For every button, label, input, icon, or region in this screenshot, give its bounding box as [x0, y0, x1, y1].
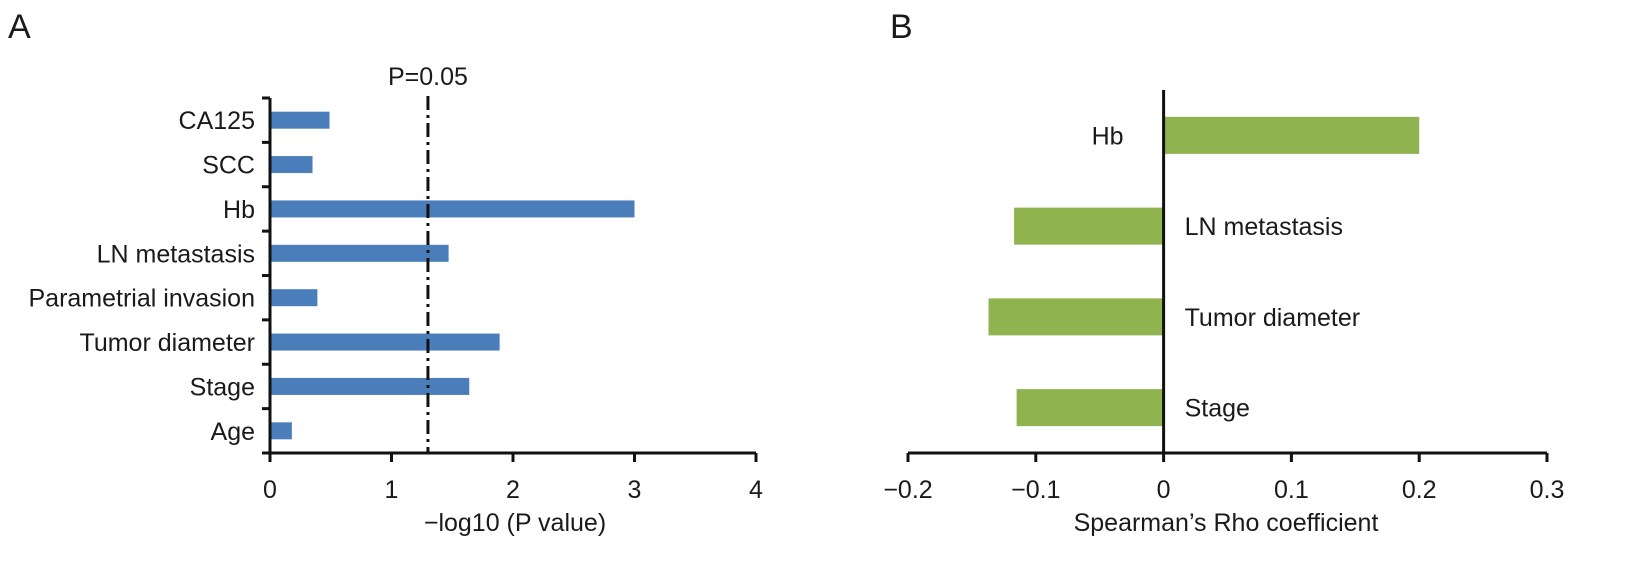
bar-ca125 [270, 111, 330, 129]
x-tick-label: −0.1 [1011, 476, 1060, 504]
category-label-ln-metastasis: LN metastasis [97, 240, 255, 268]
x-tick-label: 0.2 [1402, 476, 1437, 504]
x-tick-label: 0.1 [1274, 476, 1309, 504]
category-label-hb: Hb [223, 196, 255, 224]
category-label-ca125: CA125 [179, 107, 255, 135]
category-label-stage: Stage [190, 373, 255, 401]
bar-stage [270, 377, 470, 395]
panel-b: B Hb LN metastasis Tumor diameter Stage −0.2… [883, 8, 1564, 537]
category-label-ln-metastasis: LN metastasis [1185, 213, 1343, 241]
bar-tumor-diameter [988, 298, 1164, 336]
bar-hb [270, 200, 635, 218]
bar-hb [1163, 116, 1420, 154]
bar-tumor-diameter [270, 333, 500, 351]
bar-parametrial-invasion [270, 289, 318, 307]
category-label-tumor-diameter: Tumor diameter [1185, 304, 1361, 332]
x-tick-label: 0.3 [1530, 476, 1565, 504]
x-tick-label: 1 [385, 476, 399, 504]
bar-age [270, 422, 292, 440]
x-tick-label: 0 [263, 476, 277, 504]
x-tick-label: 0 [1157, 476, 1171, 504]
panel-label-a: A [8, 8, 31, 46]
bar-stage [1016, 389, 1164, 427]
x-tick-label: 4 [749, 476, 763, 504]
category-label-hb: Hb [1092, 122, 1124, 150]
x-axis-title: −log10 (P value) [424, 509, 606, 537]
category-label-scc: SCC [202, 152, 255, 180]
bar-scc [270, 156, 313, 174]
x-tick-label: −0.2 [883, 476, 932, 504]
x-axis-title: Spearman’s Rho coefficient [1074, 509, 1379, 537]
bar-ln-metastasis [270, 244, 449, 262]
category-label-age: Age [211, 418, 255, 446]
bar-ln-metastasis [1014, 207, 1164, 245]
reference-line-label: P=0.05 [388, 63, 468, 91]
category-label-tumor-diameter: Tumor diameter [79, 329, 255, 357]
category-label-parametrial-invasion: Parametrial invasion [29, 285, 256, 313]
panel-label-b: B [890, 8, 913, 46]
panel-a: A CA125 SCC Hb LN metastasis Parametrial inv… [8, 8, 763, 537]
category-label-stage: Stage [1185, 395, 1250, 423]
x-tick-label: 2 [506, 476, 520, 504]
x-tick-label: 3 [628, 476, 642, 504]
